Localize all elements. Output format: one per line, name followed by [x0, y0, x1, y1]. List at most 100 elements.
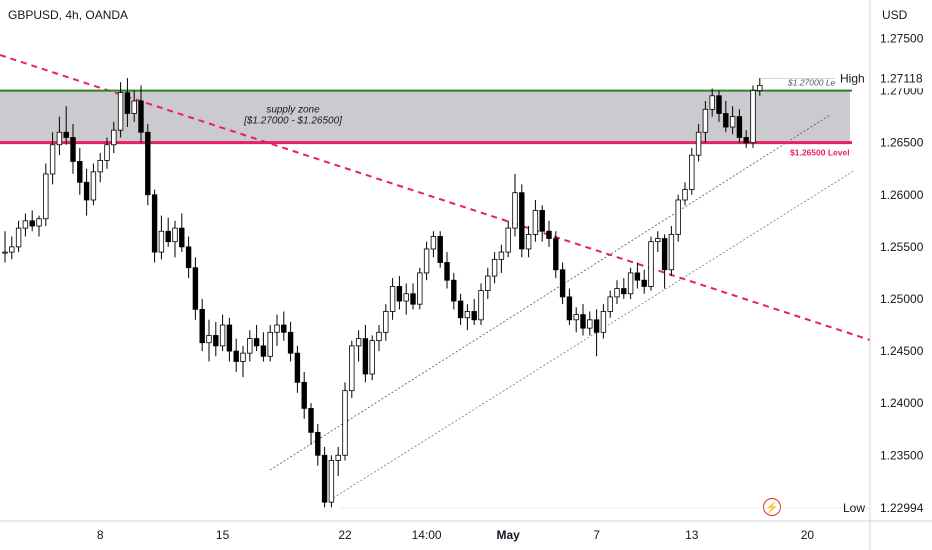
candle-body [600, 311, 607, 333]
candle-body [736, 116, 743, 138]
candle-body [689, 154, 695, 190]
candle-body [335, 454, 341, 461]
candle-body [389, 286, 396, 312]
candle-body [97, 159, 103, 173]
y-tick-label: 1.26500 [880, 136, 924, 150]
candle-body [199, 308, 205, 344]
y-tick-label: 1.24000 [880, 396, 924, 410]
candle-body [192, 267, 199, 310]
candle-body [695, 131, 702, 156]
candle-body [444, 262, 450, 281]
x-tick-label: 15 [216, 528, 230, 542]
candle-body [206, 335, 212, 344]
candle-body [709, 95, 715, 110]
candle-body [566, 296, 573, 321]
candle-body [301, 381, 307, 409]
candle-body [478, 290, 484, 321]
y-tick-label: 1.26000 [880, 188, 924, 202]
candle-body [165, 230, 171, 243]
candle-body [355, 338, 362, 347]
high-price: 1.27118 [880, 71, 923, 85]
candle-body [525, 233, 532, 250]
candle-body [131, 100, 137, 114]
candle-body [219, 324, 226, 347]
candle-body [15, 227, 22, 248]
x-tick-label: 20 [801, 528, 815, 542]
candle-body [512, 192, 518, 229]
candle-body [634, 272, 641, 281]
candle-body [63, 131, 69, 138]
candle-body [247, 338, 253, 354]
candle-body [423, 248, 430, 274]
y-tick-label: 1.24500 [880, 344, 924, 358]
candle-body [77, 161, 83, 183]
candle-body [682, 189, 688, 201]
candle-body [253, 338, 260, 347]
supply-zone-range: [$1.27000 - $1.26500] [243, 116, 342, 127]
descending-trendline [0, 54, 871, 341]
high-label-bg [835, 68, 869, 87]
candle-body [294, 352, 301, 383]
candle-body [410, 293, 416, 305]
candle-body [743, 137, 749, 144]
y-tick-label: 1.23500 [880, 448, 924, 462]
candle-body [124, 92, 131, 114]
candle-body [328, 460, 335, 503]
candle-body [505, 227, 511, 253]
candle-body [437, 236, 443, 263]
candle-body [29, 220, 35, 227]
level-label-0: $1.27000 Level [787, 78, 847, 88]
candle-body [750, 90, 756, 144]
candle-body [491, 258, 498, 277]
candle-body [213, 335, 219, 347]
channel-lower-line [329, 169, 856, 501]
candle-body [267, 331, 273, 357]
supply-zone-label: supply zone [266, 105, 320, 116]
candle-body [471, 311, 477, 321]
candle-body [661, 238, 668, 271]
candle-body [573, 314, 579, 321]
x-tick-label: 13 [685, 528, 699, 542]
candle-body [104, 144, 110, 161]
y-tick-label: 1.27500 [880, 31, 924, 45]
candle-body [22, 220, 29, 229]
candle-body [281, 324, 287, 333]
candle-body [90, 171, 97, 201]
y-tick-label: 1.25000 [880, 292, 924, 306]
candle-body [308, 407, 314, 433]
candle-body [621, 288, 627, 295]
candle-body [430, 236, 437, 250]
high-label: High [840, 71, 865, 85]
candle-body [233, 350, 239, 362]
candle-body [321, 454, 328, 503]
candle-body [36, 218, 42, 227]
x-tick-label: 8 [97, 528, 104, 542]
currency-button[interactable]: USD [882, 8, 908, 22]
x-tick-label: 7 [593, 528, 600, 542]
candle-body [383, 311, 389, 333]
candle-body [641, 279, 647, 287]
candle-body [580, 314, 586, 329]
candle-body [546, 230, 552, 239]
symbol-label: GBPUSD, 4h, OANDA [8, 8, 129, 22]
candle-body [2, 251, 8, 254]
candle-body [56, 131, 63, 146]
level-label-1: $1.26500 Level [790, 148, 850, 158]
candle-body [70, 137, 76, 162]
candle-body [349, 345, 355, 392]
candle-body [553, 238, 559, 271]
candle-body [498, 251, 505, 260]
candle-body [158, 230, 165, 253]
candle-body [172, 227, 178, 243]
candle-body [532, 209, 539, 235]
candle-body [587, 319, 593, 329]
candle-body [464, 311, 471, 319]
candle-body [702, 108, 709, 133]
candle-body [417, 272, 423, 305]
candle-body [369, 340, 375, 375]
candle-body [315, 431, 321, 456]
x-tick-label: May [497, 528, 521, 542]
candle-body [287, 331, 294, 354]
x-tick-label: 14:00 [412, 528, 442, 542]
